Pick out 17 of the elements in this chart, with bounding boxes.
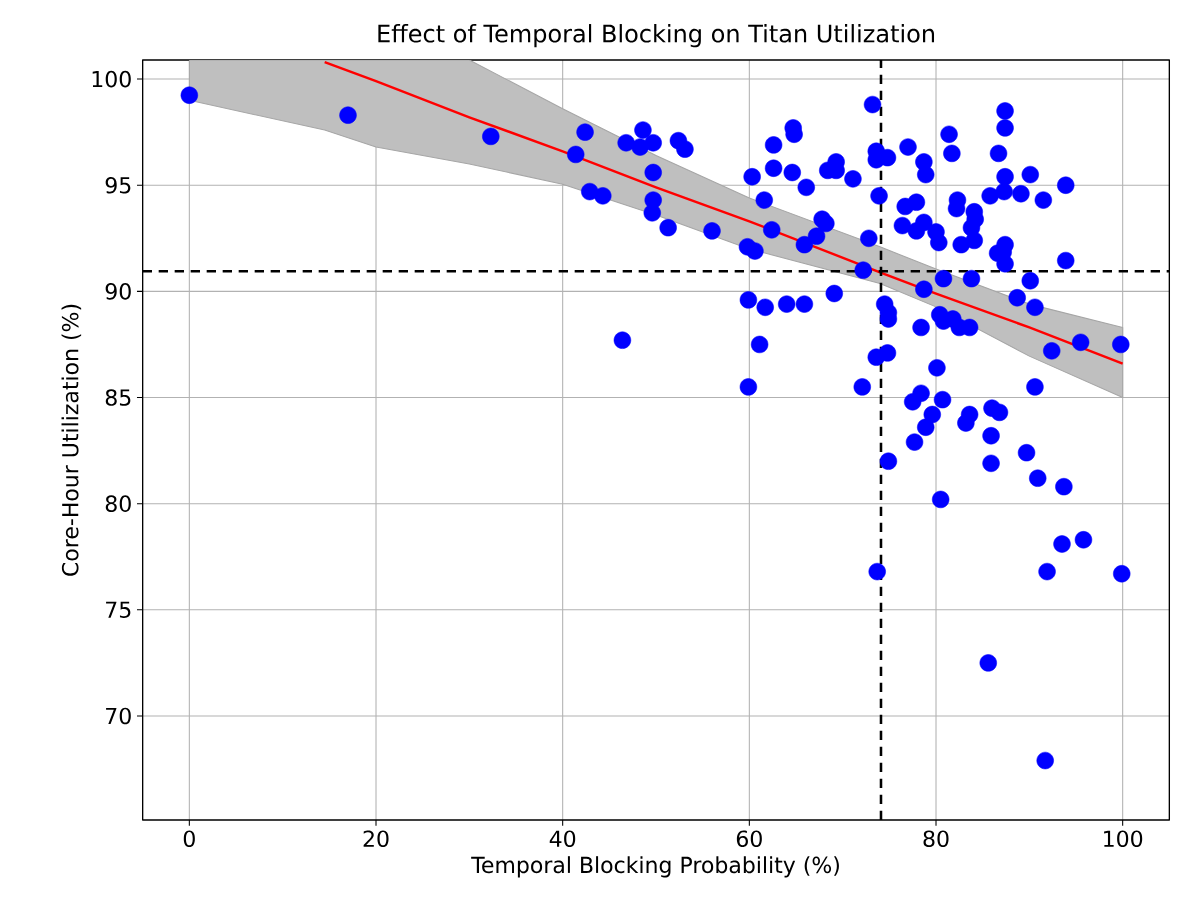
y-tick-label: 95 <box>105 176 131 194</box>
y-tick-label: 75 <box>106 601 131 618</box>
y-tick-label: 90 <box>105 283 131 300</box>
x-tick-label: 100 <box>1104 830 1143 848</box>
chart-title: Effect of Temporal Blocking on Titan Utilization <box>378 24 935 48</box>
y-tick-label: 100 <box>92 70 131 88</box>
line-series <box>323 60 1124 365</box>
x-axis-title: Temporal Blocking Probability (%) <box>471 856 839 878</box>
x-tick-label: 40 <box>549 830 576 848</box>
x-tick-label: 60 <box>736 830 762 848</box>
x-tick-label: 0 <box>183 830 195 848</box>
y-tick-label: 80 <box>105 495 131 512</box>
y-tick-label: 70 <box>106 707 131 725</box>
y-axis-title: Core-Hour Utilization (%) <box>61 304 82 576</box>
y-tick-label: 85 <box>105 389 131 406</box>
x-tick-label: 80 <box>923 830 949 848</box>
x-tick-label: 20 <box>363 830 389 848</box>
